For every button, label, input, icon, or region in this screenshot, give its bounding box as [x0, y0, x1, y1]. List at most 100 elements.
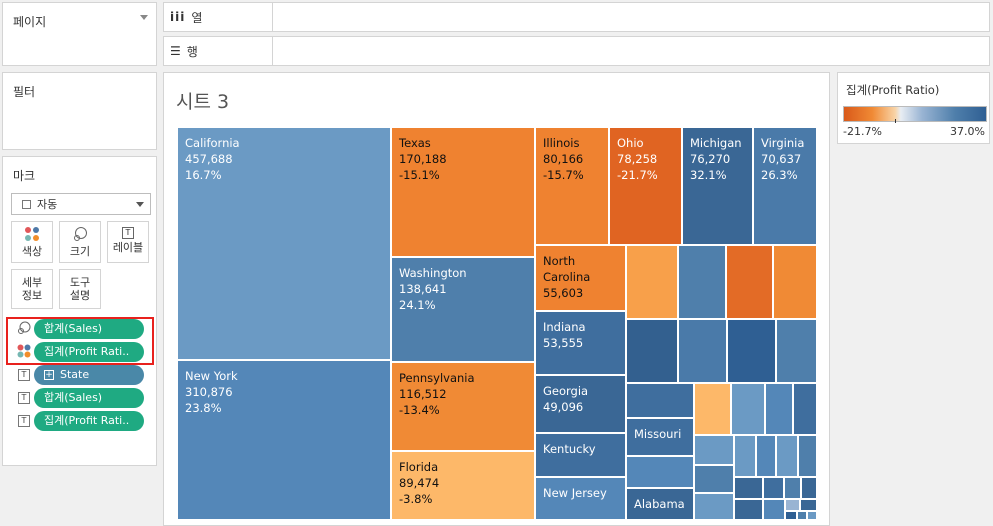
pill-label-profit-ratio[interactable]: 집계(Profit Rati..	[34, 411, 144, 431]
treemap-tile[interactable]: Ohio 78,258 -21.7%	[609, 127, 682, 245]
treemap-tile[interactable]: Illinois 80,166 -15.7%	[535, 127, 609, 245]
tile-state: Indiana	[543, 320, 586, 334]
label-button[interactable]: T 레이블	[107, 221, 149, 263]
treemap-tile[interactable]: Michigan 76,270 32.1%	[682, 127, 753, 245]
treemap-tile[interactable]: Missouri	[626, 418, 694, 456]
tile-label: Ohio 78,258 -21.7%	[617, 135, 658, 183]
treemap-tile[interactable]	[626, 456, 694, 488]
treemap-tile[interactable]: Indiana 53,555	[535, 311, 626, 375]
tile-sales: 89,474	[399, 476, 440, 490]
treemap-tile[interactable]	[626, 383, 694, 418]
treemap-tile[interactable]	[626, 245, 678, 319]
tile-state: New Jersey	[543, 486, 607, 500]
tile-state: Kentucky	[543, 442, 596, 456]
treemap-tile[interactable]	[807, 511, 817, 520]
treemap-tile[interactable]	[797, 511, 807, 520]
tile-label: Illinois 80,166 -15.7%	[543, 135, 584, 183]
tile-ratio: 32.1%	[690, 168, 727, 182]
treemap-tile[interactable]	[694, 493, 734, 520]
treemap-tile[interactable]: Texas 170,188 -15.1%	[391, 127, 535, 257]
treemap-tile[interactable]	[727, 319, 776, 383]
filters-shelf[interactable]: 필터	[2, 72, 157, 150]
treemap-tile[interactable]	[784, 477, 801, 499]
treemap-tile[interactable]	[734, 435, 756, 477]
treemap-tile[interactable]	[626, 319, 678, 383]
treemap-tile[interactable]: New Jersey	[535, 477, 626, 520]
treemap-tile[interactable]	[694, 383, 731, 435]
treemap-tile[interactable]: California 457,688 16.7%	[177, 127, 391, 360]
pages-title: 페이지	[13, 15, 47, 29]
detail-button[interactable]: 세부 정보	[11, 269, 53, 309]
columns-shelf[interactable]: iii 열	[163, 2, 990, 32]
pill-label-state[interactable]: + State	[34, 365, 144, 385]
pages-shelf[interactable]: 페이지	[2, 2, 157, 66]
treemap-tile[interactable]	[763, 499, 785, 520]
pill-size-sales[interactable]: 합계(Sales)	[34, 319, 144, 339]
tile-label: Texas 170,188 -15.1%	[399, 135, 447, 183]
treemap-tile[interactable]	[801, 477, 817, 499]
treemap-tile[interactable]: Virginia 70,637 26.3%	[753, 127, 817, 245]
treemap-tile[interactable]: New York 310,876 23.8%	[177, 360, 391, 520]
chevron-down-icon[interactable]	[140, 15, 148, 20]
treemap-tile[interactable]	[763, 477, 784, 499]
treemap-tile[interactable]	[678, 319, 727, 383]
filters-title: 필터	[13, 85, 36, 99]
treemap-tile[interactable]	[776, 319, 817, 383]
tile-label: Michigan 76,270 32.1%	[690, 135, 742, 183]
rows-shelf[interactable]: ☰ 행	[163, 36, 990, 66]
tile-state: Missouri	[634, 427, 682, 441]
mark-type-dropdown[interactable]: 자동	[11, 193, 151, 215]
treemap-tile[interactable]	[785, 499, 800, 511]
tile-state: California	[185, 136, 240, 150]
treemap-tile[interactable]: Georgia 49,096	[535, 375, 626, 433]
tile-sales: 80,166	[543, 152, 584, 166]
treemap-tile[interactable]: Kentucky	[535, 433, 626, 477]
tooltip-button[interactable]: 도구 설명	[59, 269, 101, 309]
treemap-tile[interactable]	[694, 465, 734, 493]
treemap-tile[interactable]	[798, 435, 817, 477]
tile-sales: 170,188	[399, 152, 447, 166]
legend-zero-tick	[895, 119, 896, 123]
rows-label: ☰ 행	[170, 37, 198, 65]
size-icon	[74, 227, 87, 241]
treemap-tile[interactable]	[765, 383, 793, 435]
tile-ratio: 26.3%	[761, 168, 798, 182]
pill-label-sales[interactable]: 합계(Sales)	[34, 388, 144, 408]
tile-state: New York	[185, 369, 238, 383]
tooltip-label-2: 설명	[69, 289, 91, 302]
tile-state: Washington	[399, 266, 467, 280]
size-button[interactable]: 크기	[59, 221, 101, 263]
treemap-tile[interactable]: Florida 89,474 -3.8%	[391, 451, 535, 520]
tile-state: Illinois	[543, 136, 580, 150]
treemap-tile[interactable]: Alabama	[626, 488, 694, 520]
treemap-tile[interactable]	[731, 383, 765, 435]
treemap-tile[interactable]	[776, 435, 798, 477]
chevron-down-icon	[136, 202, 144, 207]
treemap-tile[interactable]	[734, 499, 763, 520]
treemap-tile[interactable]	[734, 477, 763, 499]
tile-state: Ohio	[617, 136, 644, 150]
tile-state: Florida	[399, 460, 439, 474]
square-icon	[22, 199, 31, 209]
treemap-tile[interactable]	[793, 383, 817, 435]
rows-title: 행	[186, 44, 198, 59]
tile-label: Alabama	[634, 496, 685, 512]
treemap-tile[interactable]: North Carolina 55,603	[535, 245, 626, 311]
treemap-tile[interactable]	[726, 245, 773, 319]
tile-ratio: 16.7%	[185, 168, 222, 182]
tile-sales: 116,512	[399, 387, 447, 401]
text-icon: T	[18, 392, 30, 404]
treemap-tile[interactable]: Pennsylvania 116,512 -13.4%	[391, 362, 535, 451]
pill-color-profit-ratio[interactable]: 집계(Profit Rati..	[34, 342, 144, 362]
treemap-tile[interactable]	[694, 435, 734, 465]
treemap-tile[interactable]	[678, 245, 726, 319]
treemap-tile[interactable]: Washington 138,641 24.1%	[391, 257, 535, 362]
treemap-tile[interactable]	[785, 511, 797, 520]
shelf-divider	[272, 37, 273, 65]
treemap-tile[interactable]	[800, 499, 817, 511]
treemap-tile[interactable]	[773, 245, 817, 319]
treemap-tile[interactable]	[756, 435, 776, 477]
tile-state: North Carolina	[543, 254, 591, 284]
tile-sales: 55,603	[543, 286, 584, 300]
color-button[interactable]: 색상	[11, 221, 53, 263]
